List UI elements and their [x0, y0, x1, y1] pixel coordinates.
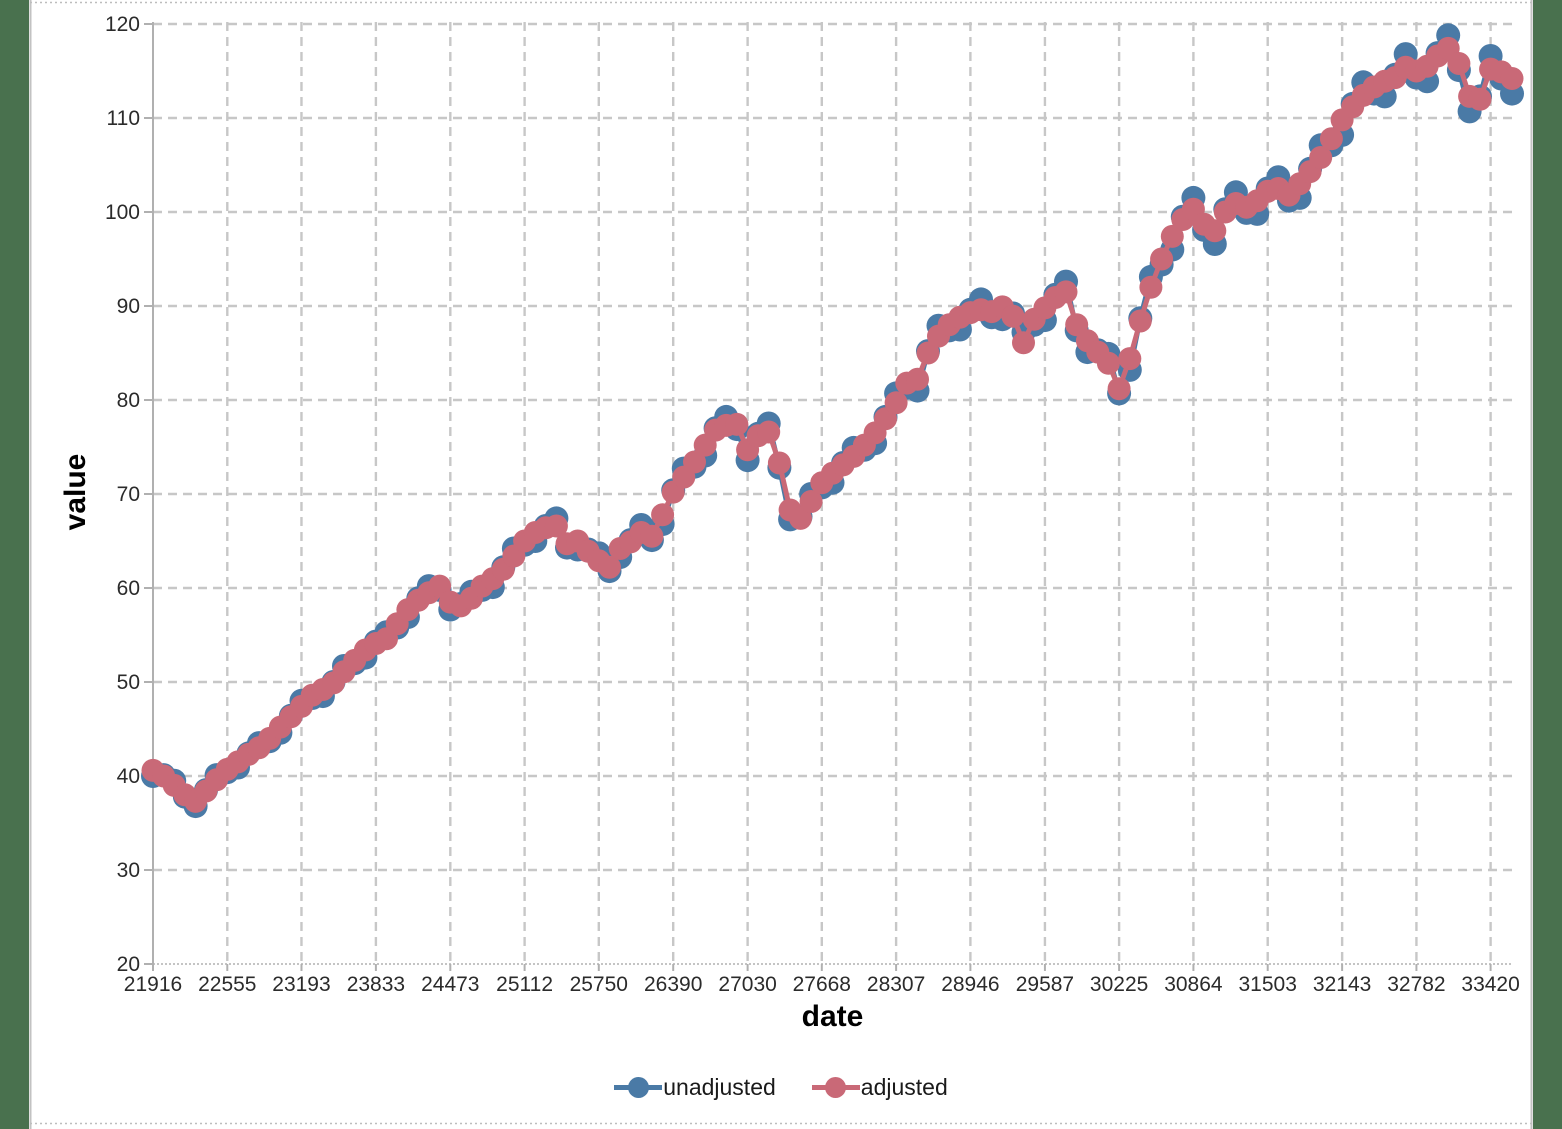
x-tick-label: 25750	[570, 973, 628, 996]
legend: unadjusted adjusted	[31, 1070, 1531, 1104]
series-marker-adjusted	[544, 514, 568, 538]
series-marker-adjusted	[725, 412, 749, 436]
x-tick-label: 24473	[421, 973, 479, 996]
legend-marker-adjusted-icon	[811, 1076, 860, 1099]
series-marker-adjusted	[789, 506, 812, 530]
x-tick-label: 25112	[496, 973, 553, 996]
y-tick-label: 110	[107, 107, 140, 130]
series-marker-adjusted	[1500, 67, 1524, 90]
x-tick-label: 23833	[347, 973, 405, 996]
y-tick-label: 60	[117, 577, 140, 600]
series-marker-adjusted	[884, 391, 908, 415]
x-tick-label: 29587	[1016, 973, 1074, 996]
series-marker-adjusted	[683, 450, 706, 474]
legend-label-unadjusted: unadjusted	[663, 1073, 776, 1100]
y-tick-label: 20	[117, 953, 140, 976]
legend-item-unadjusted: unadjusted	[614, 1074, 776, 1101]
y-tick-label: 70	[117, 483, 140, 506]
x-tick-label: 27668	[793, 973, 851, 996]
series-marker-adjusted	[1468, 87, 1492, 111]
series-marker-adjusted	[767, 451, 791, 475]
series-marker-adjusted	[1309, 146, 1333, 169]
legend-label-adjusted: adjusted	[860, 1073, 948, 1100]
y-tick-label: 30	[117, 859, 140, 882]
legend-marker-unadjusted-icon	[614, 1076, 663, 1099]
series-marker-adjusted	[916, 341, 940, 365]
x-tick-label: 27030	[718, 973, 776, 996]
x-tick-label: 32782	[1387, 973, 1445, 996]
x-tick-label: 28946	[941, 973, 999, 996]
x-tick-label: 31503	[1239, 973, 1297, 996]
x-tick-label: 21916	[124, 973, 182, 996]
series-marker-adjusted	[1107, 377, 1131, 401]
x-tick-label: 26390	[644, 973, 702, 996]
series-marker-adjusted	[1054, 280, 1078, 304]
x-tick-label: 32143	[1313, 973, 1371, 996]
x-axis-title: date	[801, 1000, 864, 1033]
series-marker-adjusted	[1128, 309, 1152, 333]
series-marker-adjusted	[1012, 331, 1035, 355]
x-tick-label: 28307	[867, 973, 925, 996]
series-marker-adjusted	[1447, 52, 1471, 75]
x-tick-label: 33420	[1461, 973, 1519, 996]
series-marker-adjusted	[799, 490, 823, 513]
series-marker-adjusted	[1096, 351, 1120, 375]
series-marker-adjusted	[1150, 247, 1174, 271]
y-tick-label: 100	[105, 201, 140, 224]
series-marker-adjusted	[1139, 275, 1163, 299]
y-tick-label: 80	[117, 389, 140, 412]
series-marker-adjusted	[1160, 224, 1184, 248]
series-marker-adjusted	[640, 524, 664, 548]
x-tick-label: 22555	[198, 973, 256, 996]
y-axis-title: value	[59, 453, 92, 531]
series-marker-adjusted	[1319, 127, 1343, 151]
x-tick-label: 30225	[1090, 973, 1148, 996]
series-marker-adjusted	[1203, 219, 1227, 243]
series-marker-adjusted	[1001, 304, 1025, 328]
series-marker-adjusted	[906, 367, 929, 391]
x-tick-label: 23193	[272, 973, 330, 996]
series-marker-adjusted	[651, 503, 675, 527]
y-tick-label: 40	[117, 765, 140, 788]
series-marker-adjusted	[1118, 347, 1142, 371]
y-tick-label: 50	[117, 671, 140, 694]
series-marker-adjusted	[757, 420, 781, 444]
y-tick-label: 90	[117, 295, 140, 318]
series-marker-adjusted	[598, 555, 621, 579]
x-tick-label: 30864	[1164, 973, 1223, 996]
legend-item-adjusted: adjusted	[811, 1073, 948, 1101]
y-tick-label: 120	[105, 13, 140, 36]
